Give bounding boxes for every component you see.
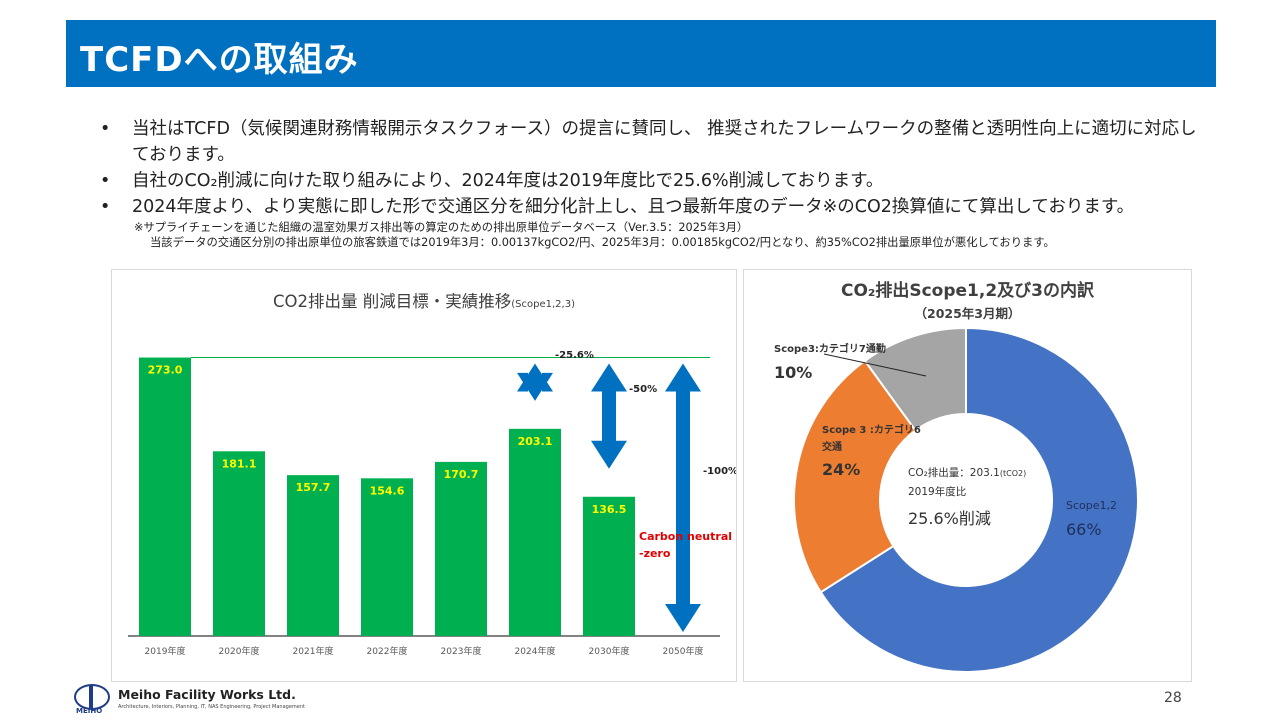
donut-slice-Scope1,2 — [819, 326, 1139, 673]
reduction-arrow — [665, 363, 701, 632]
donut-center-line1: CO₂排出量：203.1(tCO2) — [908, 465, 1026, 480]
donut-center-line3: 25.6%削減 — [908, 509, 991, 528]
donut-center-line2: 2019年度比 — [908, 486, 967, 498]
reduction-arrow — [517, 363, 553, 401]
label-scope3-travel-pct: 24% — [822, 460, 861, 479]
footnotes: ※サプライチェーンを通じた組織の温室効果ガス排出等の算定のための排出原単位データ… — [134, 220, 1055, 250]
bar-value-label: 181.1 — [222, 457, 257, 470]
bar-value-label: 203.1 — [518, 435, 553, 448]
bar-chart-title: CO2排出量 削減目標・実績推移(Scope1,2,3) — [112, 288, 736, 312]
bullet-marker: • — [100, 171, 111, 191]
label-scope3-travel-line2: 交通 — [822, 442, 842, 453]
bar-chart-panel: 273.0 2019年度 181.1 2020年度 157.7 2021年度 154.6 20… — [111, 269, 737, 682]
bullet-item: • 自社のCO₂削減に向けた取り組みにより、2024年度は2019年度比で25.6… — [100, 168, 1210, 194]
donut-slice-Scope3:カテゴリ7通勤 — [863, 326, 967, 432]
bar-value-label: 136.5 — [592, 503, 627, 516]
footnote-2: 当該データの交通区分別の排出原単位の旅客鉄道では2019年3月：0.00137k… — [150, 236, 1055, 249]
meiho-logo-icon — [74, 684, 110, 710]
bar-chart-title-sub: (Scope1,2,3) — [511, 299, 575, 310]
bullet-text: 2024年度より、より実態に即した形で交通区分を細分化計上し、且つ最新年度のデー… — [132, 197, 1135, 217]
page-title: TCFDへの取組み — [80, 40, 359, 80]
carbon-neutral-label-2: -zero — [639, 547, 671, 560]
x-tick-label: 2023年度 — [441, 645, 482, 657]
reduction-arrow — [591, 363, 627, 469]
company-name: Meiho Facility Works Ltd. — [118, 687, 296, 702]
bar-2030年度 — [583, 496, 635, 636]
bar-2020年度 — [213, 451, 265, 636]
label-scope3-travel-line1: Scope 3 :カテゴリ6 — [822, 425, 921, 436]
bar-2019年度 — [139, 357, 191, 636]
title-bar: TCFDへの取組み — [66, 20, 1216, 87]
bullet-marker: • — [100, 119, 111, 139]
company-tagline: Architecture, Interiors, Planning, IT, N… — [118, 704, 305, 710]
bar-value-label: 273.0 — [148, 364, 183, 377]
x-tick-label: 2022年度 — [367, 645, 408, 657]
bar-value-label: 154.6 — [370, 484, 405, 497]
footnote-1: ※サプライチェーンを通じた組織の温室効果ガス排出等の算定のための排出原単位データ… — [134, 221, 749, 234]
label-scope12-pct: 66% — [1066, 520, 1102, 539]
x-tick-label: 2024年度 — [515, 645, 556, 657]
x-tick-label: 2019年度 — [145, 645, 186, 657]
bullet-marker: • — [100, 197, 111, 217]
carbon-neutral-label: Carbon neutral — [639, 530, 732, 543]
bar-2021年度 — [287, 475, 339, 636]
bar-2022年度 — [361, 478, 413, 636]
donut-center-unit: (tCO2) — [999, 469, 1027, 478]
reduction-label: -50% — [629, 384, 657, 395]
bar-value-label: 170.7 — [444, 468, 479, 481]
x-tick-label: 2030年度 — [589, 645, 630, 657]
bullet-item: • 当社はTCFD（気候関連財務情報開示タスクフォース）の提言に賛同し、 推奨され… — [100, 116, 1210, 168]
bullet-list: • 当社はTCFD（気候関連財務情報開示タスクフォース）の提言に賛同し、 推奨され… — [100, 116, 1210, 220]
bar-value-label: 157.7 — [296, 481, 331, 494]
donut-center-value: CO₂排出量：203.1 — [908, 467, 1000, 479]
page-number: 28 — [1164, 690, 1182, 706]
label-scope12: Scope1,2 — [1066, 499, 1118, 512]
company-logo: MEIHO Meiho Facility Works Ltd. Architec… — [70, 680, 330, 718]
bullet-item: • 2024年度より、より実態に即した形で交通区分を細分化計上し、且つ最新年度のデ… — [100, 194, 1210, 220]
x-tick-label: 2020年度 — [219, 645, 260, 657]
label-scope3-commute: Scope3:カテゴリ7通勤 — [774, 344, 886, 355]
reduction-label: -100% — [703, 466, 736, 477]
donut-slice-Scope 3 :カテゴリ6交通 — [793, 359, 917, 594]
donut-chart-panel: CO₂排出Scope1,2及び3の内訳 （2025年3月期） Scope3:カテ… — [743, 269, 1192, 682]
x-tick-label: 2050年度 — [663, 645, 704, 657]
bar-chart: 273.0 2019年度 181.1 2020年度 157.7 2021年度 154.6 20… — [128, 350, 736, 657]
bullet-text: 自社のCO₂削減に向けた取り組みにより、2024年度は2019年度比で25.6%… — [132, 171, 884, 191]
donut-chart-title: CO₂排出Scope1,2及び3の内訳 — [840, 281, 1095, 301]
label-scope3-commute-pct: 10% — [774, 363, 813, 382]
reduction-label: -25.6% — [555, 350, 594, 361]
x-tick-label: 2021年度 — [293, 645, 334, 657]
leader-line-commute — [823, 353, 927, 377]
bar-chart-title-main: CO2排出量 削減目標・実績推移 — [273, 292, 512, 311]
bar-2023年度 — [435, 461, 487, 636]
bar-2024年度 — [509, 428, 561, 636]
donut-chart — [793, 326, 1139, 673]
bullet-text: 当社はTCFD（気候関連財務情報開示タスクフォース）の提言に賛同し、 推奨された… — [132, 119, 1197, 165]
donut-chart-subtitle: （2025年3月期） — [914, 306, 1021, 321]
logo-subtext: MEIHO — [76, 707, 103, 715]
